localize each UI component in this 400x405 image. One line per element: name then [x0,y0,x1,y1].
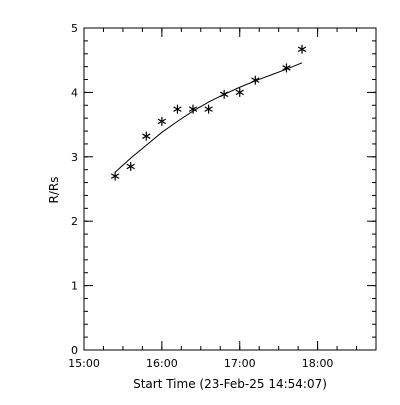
data-point [219,89,229,99]
y-major-ticks [84,27,376,351]
data-point [157,116,167,126]
x-tick-label: 15:00 [68,357,100,370]
x-minor-ticks [83,28,377,350]
x-tick-label: 16:00 [146,357,178,370]
x-tick-label: 17:00 [224,357,256,370]
data-point-stroke [219,91,229,98]
x-tick-labels: 15:00 16:00 17:00 18:00 [68,357,333,370]
data-point-stroke [297,46,307,53]
data-point [282,63,291,73]
y-tick-labels: 0 1 2 3 4 5 [71,22,78,357]
data-point [110,171,120,181]
data-point-stroke [110,173,120,179]
data-point [173,104,182,114]
y-tick-label: 1 [71,280,78,293]
data-point-stroke [235,89,244,96]
y-tick-label: 4 [71,86,78,99]
data-points [110,44,307,181]
data-point-stroke [173,106,182,112]
x-tick-label: 18:00 [302,357,334,370]
fit-curve [114,62,303,173]
data-point-stroke [251,77,260,83]
data-point [235,87,244,97]
data-point-stroke [282,65,291,71]
data-point [204,104,213,114]
y-axis-label: R/Rs [47,177,61,204]
data-point-stroke [157,118,167,125]
data-point [251,75,260,85]
data-point-stroke [126,163,135,170]
data-point [297,44,307,54]
y-tick-label: 5 [71,22,78,35]
y-tick-label: 3 [71,151,78,164]
y-minor-ticks [84,27,376,351]
y-tick-label: 2 [71,215,78,228]
plot-frame [83,27,377,351]
data-point-stroke [142,133,151,139]
data-point-stroke [204,106,213,112]
data-point-stroke [188,106,198,112]
x-major-ticks [83,28,319,350]
data-point [142,131,151,141]
data-point [188,104,198,114]
data-point [126,161,135,171]
x-axis-label: Start Time (23-Feb-25 14:54:07) [133,377,327,391]
y-tick-label: 0 [71,344,78,357]
